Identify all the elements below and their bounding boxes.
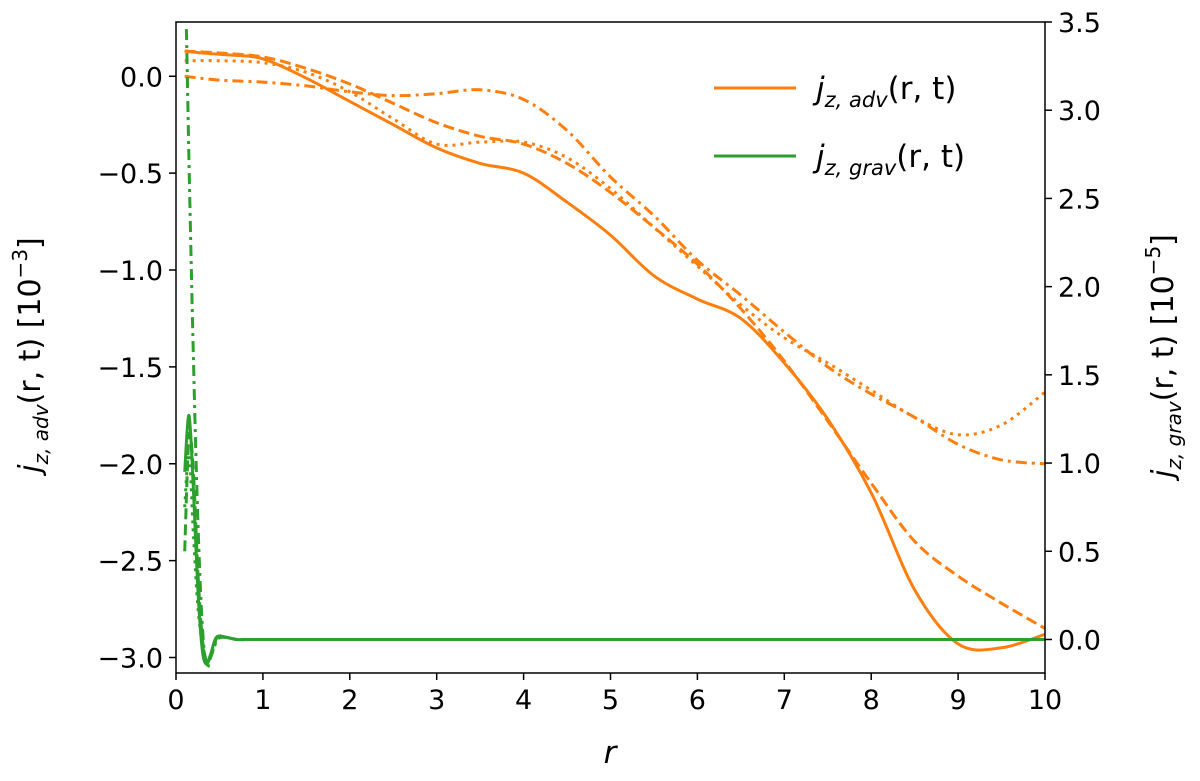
x-tick-label: 1 [254,685,271,716]
y-right-tick-label: 2.0 [1058,273,1101,304]
series-line-left-dashdot [184,74,1046,466]
y-right-axis-ticks: 3.5 3.0 2.5 2.0 1.5 1.0 0.5 0.0 [1045,8,1101,656]
y-right-tick-label: 3.5 [1058,8,1101,39]
y-left-tick-label: −3.0 [97,644,163,675]
y-left-axis-label: jz, adv(r, t) [10−3] [8,237,53,477]
svg-text:jz, grav(r, t) [10−5]: jz, grav(r, t) [10−5] [1141,234,1186,482]
x-tick-label: 5 [602,685,619,716]
y-right-label-close: ] [1146,234,1181,246]
y-left-tick-label: 0.0 [120,62,163,93]
y-left-tick-label: −0.5 [97,159,163,190]
series-line-right-dashed [183,431,1045,664]
plot-frame [175,21,1046,674]
legend: jz, adv(r, t) jz, grav(r, t) [714,71,965,180]
x-axis-ticks: 0 1 2 3 4 5 6 7 8 9 10 [167,673,1062,716]
series-line-left-dotted [184,59,1046,437]
y-right-axis-label: jz, grav(r, t) [10−5] [1141,234,1186,482]
y-right-label-exp: −5 [1141,246,1165,275]
x-tick-label: 0 [167,685,184,716]
x-tick-label: 2 [341,685,358,716]
x-tick-label: 4 [515,685,532,716]
y-left-tick-label: −1.5 [97,353,163,384]
series-line-left-dashed [184,49,1046,630]
y-left-label-sub: z, adv [29,403,53,465]
svg-text:jz, adv(r, t) [10−3]: jz, adv(r, t) [10−3] [8,237,53,477]
y-right-tick-label: 0.5 [1058,537,1101,568]
y-left-tick-label: −1.0 [97,256,163,287]
x-tick-label: 8 [863,685,880,716]
series-layer [183,29,1046,670]
y-left-tick-label: −2.5 [97,547,163,578]
series-line-right-dashdot [184,29,1045,670]
y-right-tick-label: 1.0 [1058,449,1101,480]
legend-label-adv: jz, adv(r, t) [812,71,956,112]
legend-label-grav: jz, grav(r, t) [812,139,965,180]
x-tick-label: 6 [689,685,706,716]
series-line-right-solid [183,413,1045,666]
y-right-label-sub: z, grav [1162,400,1186,470]
x-tick-label: 3 [428,685,445,716]
series-line-left-solid [184,49,1046,652]
y-left-label-args: (r, t) [10 [13,278,48,404]
x-axis-label: r [604,735,619,771]
y-right-tick-label: 0.0 [1058,625,1101,656]
x-tick-label: 9 [950,685,967,716]
y-left-label-exp: −3 [8,249,32,278]
y-right-tick-label: 3.0 [1058,96,1101,127]
y-right-tick-label: 1.5 [1058,361,1101,392]
y-left-label-close: ] [13,237,48,249]
y-right-label-args: (r, t) [10 [1146,275,1181,401]
y-left-axis-ticks: 0.0 −0.5 −1.0 −1.5 −2.0 −2.5 −3.0 [97,62,176,675]
y-left-tick-label: −2.0 [97,450,163,481]
x-tick-label: 10 [1028,685,1062,716]
series-line-right-dotted [183,452,1045,663]
x-tick-label: 7 [776,685,793,716]
y-right-tick-label: 2.5 [1058,184,1101,215]
y-left-label-base: j [13,464,48,477]
y-right-label-base: j [1146,469,1181,482]
